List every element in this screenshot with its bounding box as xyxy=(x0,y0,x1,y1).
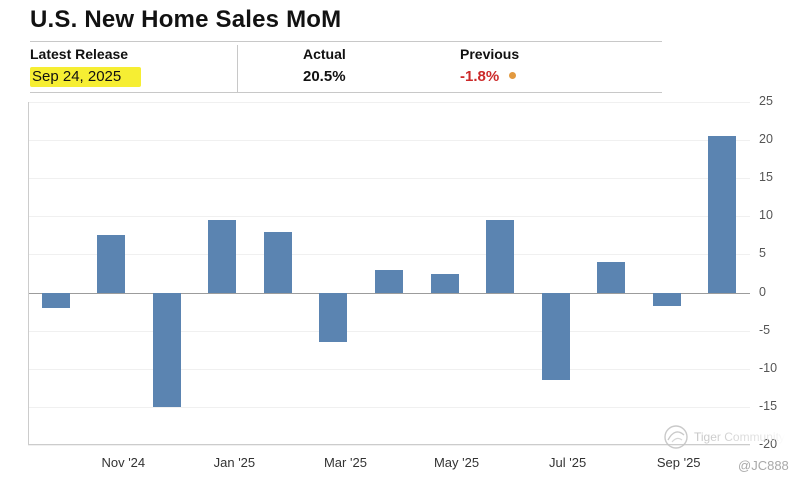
previous-dot-icon xyxy=(509,72,517,79)
y-axis-tick-label: 20 xyxy=(759,132,773,147)
y-axis-tick-label: -10 xyxy=(759,360,778,375)
x-axis-tick-label: Mar '25 xyxy=(323,455,367,470)
actual-section: Actual 20.5% xyxy=(303,46,346,85)
bar xyxy=(375,269,403,293)
previous-label: Previous xyxy=(460,46,520,62)
y-axis-tick-label: 5 xyxy=(759,246,766,261)
bar xyxy=(41,292,70,308)
previous-section: Previous -1.8% xyxy=(460,46,519,85)
bar xyxy=(708,136,737,293)
gridline xyxy=(28,178,750,180)
bar xyxy=(263,231,292,293)
actual-label: Actual xyxy=(303,46,346,62)
bar xyxy=(430,273,459,293)
gridline xyxy=(28,445,750,446)
y-axis-tick-label: 15 xyxy=(759,170,773,185)
header-top-divider xyxy=(30,41,662,42)
bar xyxy=(208,220,237,293)
gridline xyxy=(28,102,750,103)
y-axis-tick-label: 25 xyxy=(759,94,773,108)
release-date: Sep 24, 2025 xyxy=(30,67,142,87)
gridline xyxy=(28,368,750,370)
actual-value: 20.5% xyxy=(303,68,346,85)
y-axis-tick-label: -15 xyxy=(759,398,778,413)
x-axis-tick-label: Jul '25 xyxy=(549,455,587,470)
page-title: U.S. New Home Sales MoM xyxy=(30,6,342,33)
y-axis-tick-label: -5 xyxy=(759,322,771,337)
gridline xyxy=(28,140,750,142)
watermark-handle: @JC888 xyxy=(738,458,789,473)
bar xyxy=(97,235,126,293)
gridline xyxy=(28,254,750,256)
gridline xyxy=(28,406,750,408)
previous-value: -1.8% xyxy=(460,68,500,85)
zero-line xyxy=(28,292,750,294)
latest-release-label: Latest Release xyxy=(30,46,129,62)
plot-border xyxy=(28,102,750,445)
y-axis-tick-label: 0 xyxy=(759,284,766,299)
header-vertical-divider xyxy=(237,45,238,92)
x-axis-tick-label: May '25 xyxy=(433,455,480,470)
gridline xyxy=(28,330,750,332)
bar xyxy=(152,292,181,407)
latest-release-section: Latest Release Sep 24, 2025 xyxy=(30,46,142,87)
bar xyxy=(541,292,570,381)
y-axis-tick-label: 10 xyxy=(759,208,773,223)
bar xyxy=(486,220,515,293)
y-axis-tick-label: -20 xyxy=(759,437,778,451)
bar xyxy=(597,262,626,293)
header-bottom-divider xyxy=(30,92,662,93)
x-axis-tick-label: Jan '25 xyxy=(213,455,256,470)
x-axis-tick-label: Nov '24 xyxy=(101,455,146,470)
bar xyxy=(319,292,348,343)
bar xyxy=(652,292,681,307)
gridline xyxy=(28,216,750,218)
x-axis-tick-label: Sep '25 xyxy=(656,455,701,470)
